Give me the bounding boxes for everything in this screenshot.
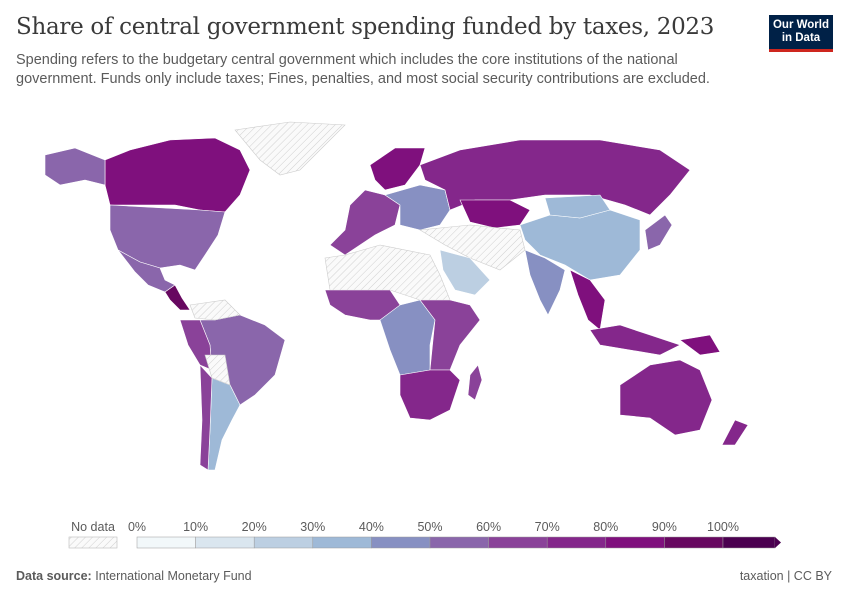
chart-title: Share of central government spending fun… <box>16 14 715 40</box>
country-canada[interactable] <box>104 137 251 213</box>
legend-tick-label: 10% <box>183 520 208 534</box>
country-united-states[interactable] <box>109 204 226 271</box>
country-bolivia[interactable] <box>204 354 231 386</box>
footer-license[interactable]: taxation | CC BY <box>739 569 832 583</box>
country-mongolia[interactable] <box>544 194 611 219</box>
owid-logo[interactable]: Our World in Data <box>769 15 833 52</box>
country-middle-east[interactable] <box>419 224 526 271</box>
country-indonesia[interactable] <box>589 324 681 356</box>
country-japan[interactable] <box>644 214 673 251</box>
legend-tick-label: 20% <box>242 520 267 534</box>
legend-no-data-swatch[interactable] <box>68 536 118 549</box>
legend-bin[interactable] <box>371 536 431 549</box>
country-alaska[interactable] <box>44 147 106 186</box>
country-east-africa[interactable] <box>419 299 481 371</box>
legend: No data 0% 10% 20% 30% 40% 50% 60% 70% 80% 90% 100% <box>68 520 781 549</box>
country-saudi-arabia[interactable] <box>439 249 491 296</box>
country-venezuela[interactable] <box>189 299 241 321</box>
country-southeast-asia[interactable] <box>569 269 606 331</box>
legend-tick-label: 0% <box>128 520 146 534</box>
legend-no-data-label: No data <box>71 520 115 534</box>
legend-tick-label: 50% <box>417 520 442 534</box>
legend-tick-label: 30% <box>300 520 325 534</box>
legend-tick-label: 100% <box>707 520 739 534</box>
country-greenland[interactable] <box>234 121 346 176</box>
chart-subtitle: Spending refers to the budgetary central… <box>16 52 710 87</box>
legend-tick-label: 40% <box>359 520 384 534</box>
source-link[interactable]: International Monetary Fund <box>95 569 252 583</box>
country-scandinavia[interactable] <box>369 147 426 191</box>
country-eastern-europe[interactable] <box>384 184 451 231</box>
country-southern-africa[interactable] <box>399 369 461 421</box>
country-russia[interactable] <box>419 139 691 216</box>
legend-bin[interactable] <box>546 536 607 549</box>
country-madagascar[interactable] <box>467 364 483 401</box>
legend-tick-label: 70% <box>535 520 560 534</box>
legend-bin[interactable] <box>312 536 372 549</box>
legend-tick-label: 80% <box>593 520 618 534</box>
country-central-africa[interactable] <box>379 299 436 376</box>
country-papua-new-guinea[interactable] <box>679 334 721 356</box>
legend-bin[interactable] <box>664 536 724 549</box>
source-label: Data source: <box>16 569 92 583</box>
country-kazakhstan[interactable] <box>459 199 531 229</box>
legend-tick-label: 60% <box>476 520 501 534</box>
country-western-europe[interactable] <box>329 189 401 256</box>
country-australia[interactable] <box>619 359 713 436</box>
legend-bin[interactable] <box>429 536 489 549</box>
country-central-america[interactable] <box>164 284 191 311</box>
legend-tick-label: 90% <box>652 520 677 534</box>
legend-bin[interactable] <box>195 536 255 549</box>
legend-bin[interactable] <box>136 536 196 549</box>
legend-bin[interactable] <box>488 536 548 549</box>
legend-bin[interactable] <box>722 536 776 549</box>
legend-arrow <box>775 537 781 548</box>
data-source: Data source: International Monetary Fund <box>16 569 252 583</box>
country-new-zealand[interactable] <box>721 419 749 446</box>
legend-bin[interactable] <box>605 536 665 549</box>
country-india[interactable] <box>524 249 566 316</box>
legend-bin[interactable] <box>253 536 314 549</box>
